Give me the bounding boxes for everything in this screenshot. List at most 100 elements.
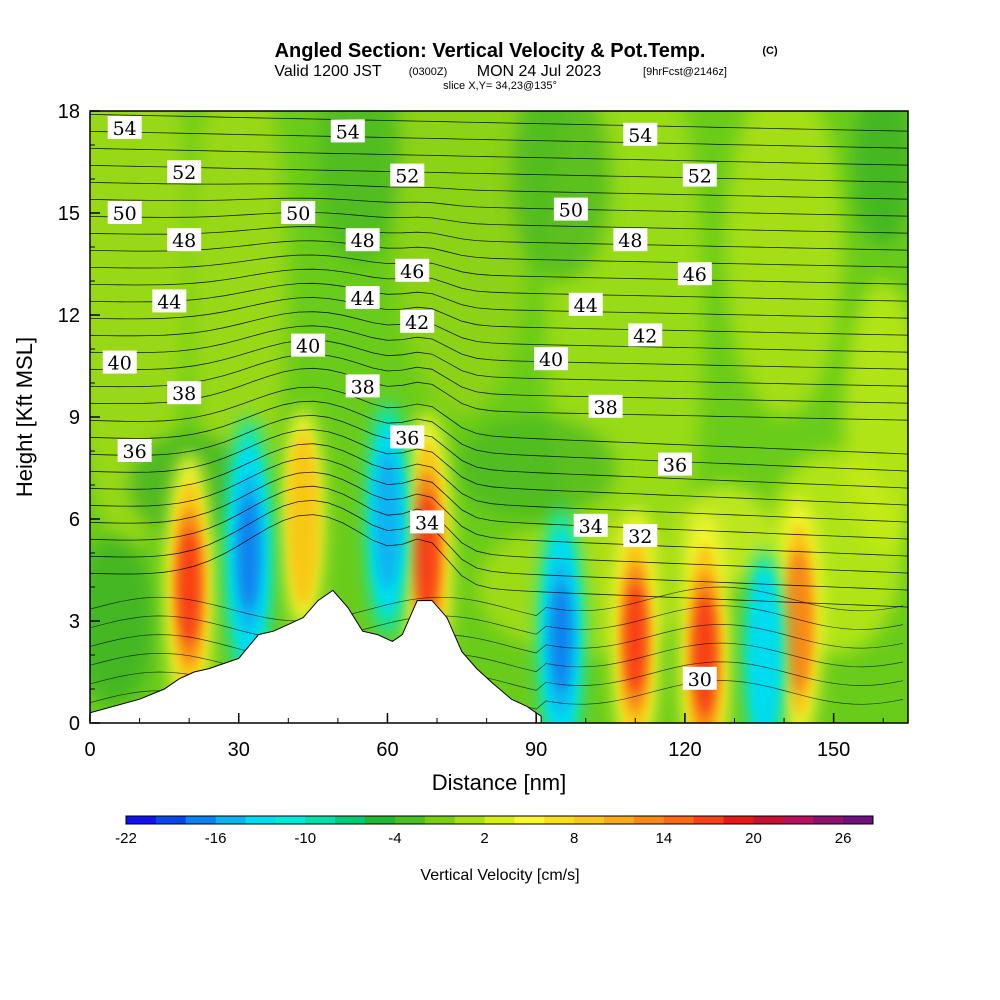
- y-tick-label: 0: [69, 713, 80, 735]
- valid-utc: (0300Z): [409, 66, 448, 78]
- theta-contour-line: [90, 586, 904, 622]
- theta-contour-label: 52: [390, 163, 425, 188]
- x-tick-label: 60: [376, 739, 398, 761]
- colorbar-tick-label: 26: [835, 830, 852, 847]
- theta-contour-label: 48: [345, 228, 380, 252]
- theta-label-box: [107, 201, 142, 224]
- theta-label-box: [291, 333, 326, 357]
- theta-contour-line: [90, 311, 908, 353]
- field-band: [189, 111, 289, 519]
- theta-contour-line: [90, 429, 908, 506]
- theta-contour-line: [90, 254, 908, 285]
- theta-label-box: [395, 258, 430, 282]
- colorbar-swatch: [424, 816, 456, 824]
- theta-label-box: [400, 309, 435, 333]
- updraft-core: [179, 529, 200, 645]
- colorbar-swatch: [245, 816, 276, 824]
- theta-label-box: [568, 292, 603, 316]
- theta-contour-label: 54: [330, 119, 365, 143]
- theta-contour-label: 34: [573, 513, 608, 538]
- updraft-core: [786, 549, 812, 693]
- colorbar-swatch: [693, 816, 725, 824]
- downdraft-core: [748, 570, 781, 723]
- theta-contour-label: 54: [623, 122, 658, 147]
- theta-contour-line: [90, 414, 908, 489]
- theta-label-text: 48: [618, 230, 642, 252]
- theta-label-box: [167, 228, 202, 252]
- theta-contour-line: [90, 367, 908, 421]
- y-tick-label: 6: [69, 509, 80, 531]
- theta-label-text: 52: [688, 166, 712, 188]
- theta-label-text: 50: [559, 200, 583, 222]
- theta-label-text: 38: [593, 397, 617, 419]
- x-tick-label: 0: [84, 739, 95, 761]
- theta-contour-label: 42: [400, 309, 435, 334]
- theta-contour-label: 46: [677, 262, 712, 286]
- theta-label-box: [534, 347, 569, 371]
- theta-contour-line: [90, 386, 908, 455]
- x-tick-label: 90: [525, 739, 547, 761]
- theta-contour-label: 34: [410, 510, 445, 534]
- colorbar-tick-label: -4: [388, 830, 401, 847]
- colorbar-tick-label: -16: [205, 830, 227, 847]
- theta-contour-label: 32: [623, 524, 658, 548]
- plot-area: 54 54 54 52 52 52 50 50 50 48 48 48 46 46 44 44 44 42 42 40…: [90, 111, 908, 723]
- theta-label-text: 50: [286, 203, 310, 225]
- colorbar: -22 -16 -10 -4 2 8 14 20 26: [115, 815, 874, 847]
- theta-contour-label: 50: [553, 197, 588, 222]
- theta-label-box: [152, 289, 187, 313]
- theta-contour-line: [90, 514, 908, 608]
- field-band: [853, 111, 908, 247]
- theta-label-text: 44: [574, 295, 598, 317]
- theta-label-text: 38: [172, 383, 196, 405]
- theta-label-text: 42: [633, 325, 657, 347]
- valid-date: MON 24 Jul 2023: [477, 63, 602, 80]
- colorbar-tick-label: 8: [570, 830, 578, 847]
- theta-label-text: 54: [628, 125, 652, 147]
- colorbar-swatch: [813, 816, 844, 824]
- theta-contour-label: 42: [628, 323, 663, 347]
- theta-contour-label: 30: [682, 666, 717, 691]
- theta-contour-label: 50: [281, 201, 316, 225]
- theta-label-text: 36: [663, 455, 687, 477]
- theta-contour-label: 44: [568, 292, 603, 317]
- theta-label-box: [553, 197, 588, 221]
- updraft-core: [625, 583, 645, 693]
- colorbar-swatch: [275, 816, 306, 824]
- colorbar-label: Vertical Velocity [cm/s]: [420, 867, 579, 884]
- theta-contour-label: 50: [107, 201, 142, 225]
- theta-label-box: [588, 394, 623, 418]
- field-band: [724, 111, 844, 417]
- theta-label-box: [117, 439, 152, 462]
- theta-contour-line: [90, 325, 908, 370]
- theta-label-box: [107, 116, 142, 139]
- colorbar-swatch: [454, 816, 486, 824]
- y-tick-label: 15: [58, 203, 80, 225]
- theta-label-text: 30: [688, 669, 712, 691]
- colorbar-swatch: [604, 816, 635, 824]
- chart-title: Angled Section: Vertical Velocity & Pot.…: [275, 40, 706, 62]
- theta-label-box: [390, 425, 425, 449]
- colorbar-swatch: [753, 816, 784, 824]
- theta-label-text: 50: [113, 203, 137, 225]
- title-units: (C): [762, 45, 778, 57]
- theta-label-box: [682, 163, 717, 187]
- theta-label-text: 46: [400, 261, 424, 283]
- theta-contour-label: 38: [167, 381, 202, 405]
- theta-label-text: 40: [108, 353, 132, 375]
- theta-label-text: 38: [351, 376, 375, 398]
- terrain: [90, 589, 542, 723]
- theta-label-text: 48: [172, 230, 196, 252]
- theta-label-box: [345, 286, 380, 309]
- field-band: [318, 111, 398, 264]
- field-band: [511, 111, 611, 281]
- theta-contour-line: [90, 197, 908, 217]
- updraft-core: [287, 432, 320, 606]
- theta-label-box: [613, 228, 648, 252]
- theta-contour-label: 48: [613, 228, 648, 252]
- theta-contour-line: [90, 353, 908, 404]
- theta-label-box: [167, 160, 202, 184]
- colorbar-tick-label: 20: [745, 830, 762, 847]
- y-tick-label: 9: [69, 407, 80, 429]
